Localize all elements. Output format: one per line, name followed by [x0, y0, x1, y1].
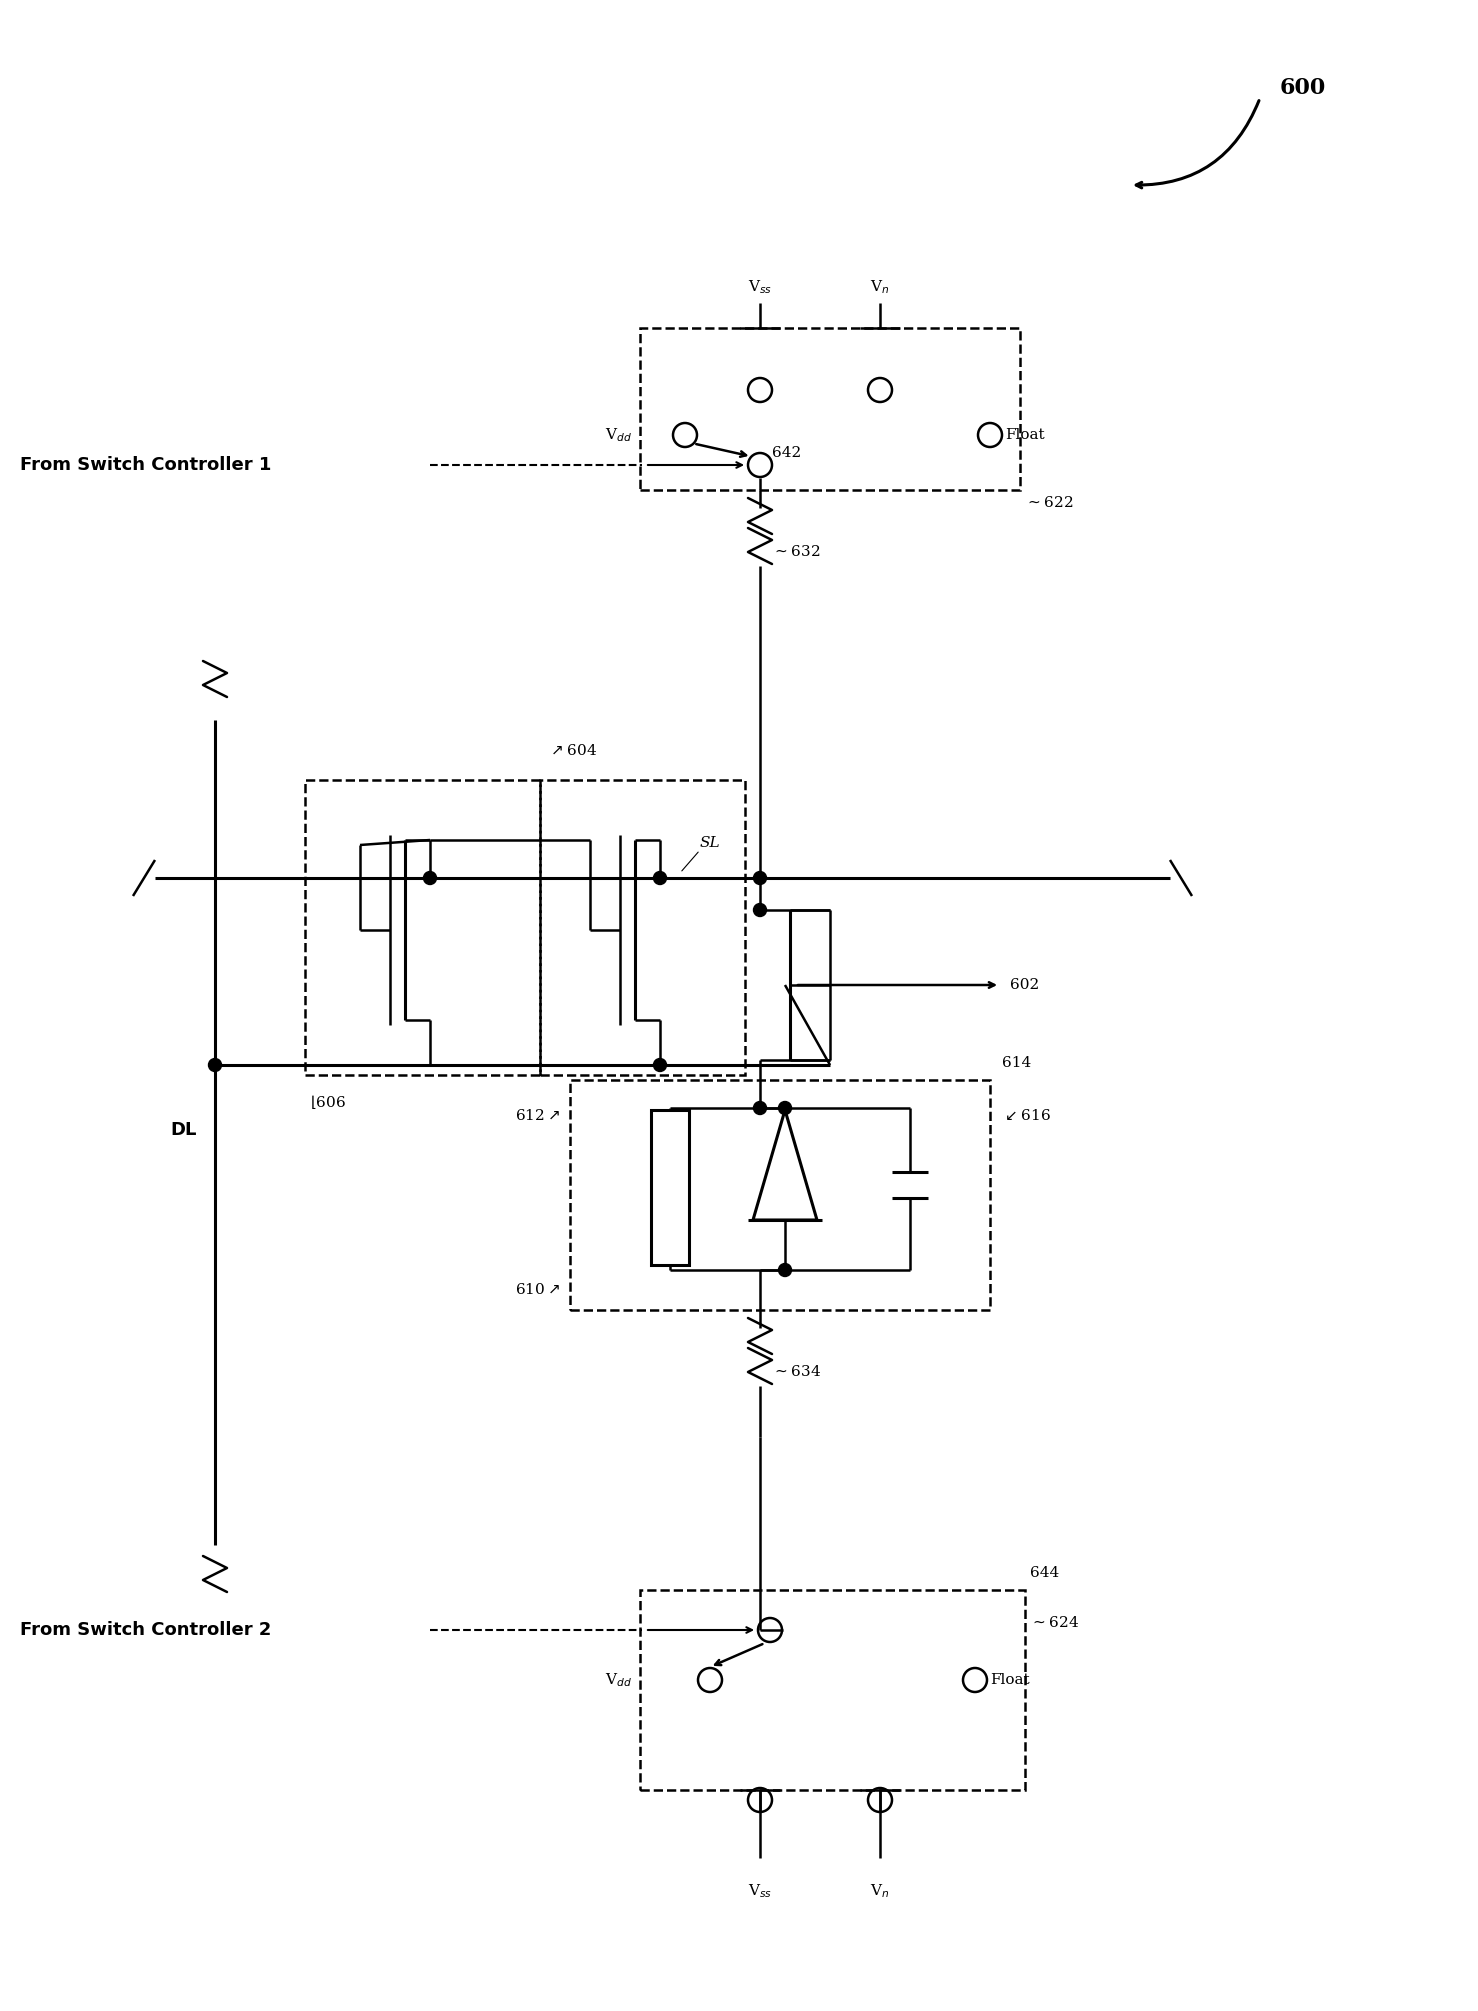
Text: 614: 614 [1002, 1056, 1032, 1070]
Text: 612$\nearrow$: 612$\nearrow$ [516, 1108, 560, 1122]
Text: 602: 602 [1009, 977, 1039, 991]
Text: V$_n$: V$_n$ [871, 278, 890, 296]
Text: $\nearrow$604: $\nearrow$604 [548, 742, 597, 758]
Text: $\sim$624: $\sim$624 [1030, 1615, 1079, 1631]
Circle shape [779, 1102, 792, 1114]
Text: From Switch Controller 2: From Switch Controller 2 [21, 1621, 272, 1639]
Bar [640, 328, 1020, 491]
Text: $\sim$632: $\sim$632 [772, 545, 820, 559]
Text: V$_n$: V$_n$ [871, 1882, 890, 1900]
Text: $\sim$634: $\sim$634 [772, 1365, 822, 1380]
Text: 644: 644 [1030, 1567, 1060, 1581]
Circle shape [754, 871, 767, 885]
Bar [640, 1591, 1026, 1790]
Text: $\lfloor$606: $\lfloor$606 [310, 1094, 346, 1110]
Text: $\swarrow$616: $\swarrow$616 [1002, 1108, 1051, 1122]
Circle shape [779, 1263, 792, 1277]
Circle shape [754, 903, 767, 917]
Text: V$_{ss}$: V$_{ss}$ [748, 278, 772, 296]
Circle shape [208, 1058, 222, 1072]
Circle shape [424, 871, 436, 885]
Bar [571, 1080, 990, 1309]
Circle shape [653, 1058, 667, 1072]
Text: DL: DL [170, 1120, 197, 1138]
Text: V$_{dd}$: V$_{dd}$ [605, 426, 633, 444]
Bar [304, 780, 539, 1076]
Circle shape [653, 871, 667, 885]
Circle shape [754, 1102, 767, 1114]
Text: V$_{dd}$: V$_{dd}$ [605, 1671, 633, 1689]
Text: 642: 642 [772, 446, 801, 461]
Bar [539, 780, 745, 1076]
Text: 610$\nearrow$: 610$\nearrow$ [516, 1283, 560, 1297]
Bar [650, 1110, 689, 1265]
Text: Float: Float [1005, 428, 1045, 442]
Text: From Switch Controller 1: From Switch Controller 1 [21, 456, 272, 475]
Text: V$_{ss}$: V$_{ss}$ [748, 1882, 772, 1900]
Text: Float: Float [990, 1673, 1030, 1687]
Text: 600: 600 [1280, 76, 1326, 99]
Text: SL: SL [701, 837, 721, 851]
Text: $\sim$622: $\sim$622 [1026, 495, 1073, 511]
